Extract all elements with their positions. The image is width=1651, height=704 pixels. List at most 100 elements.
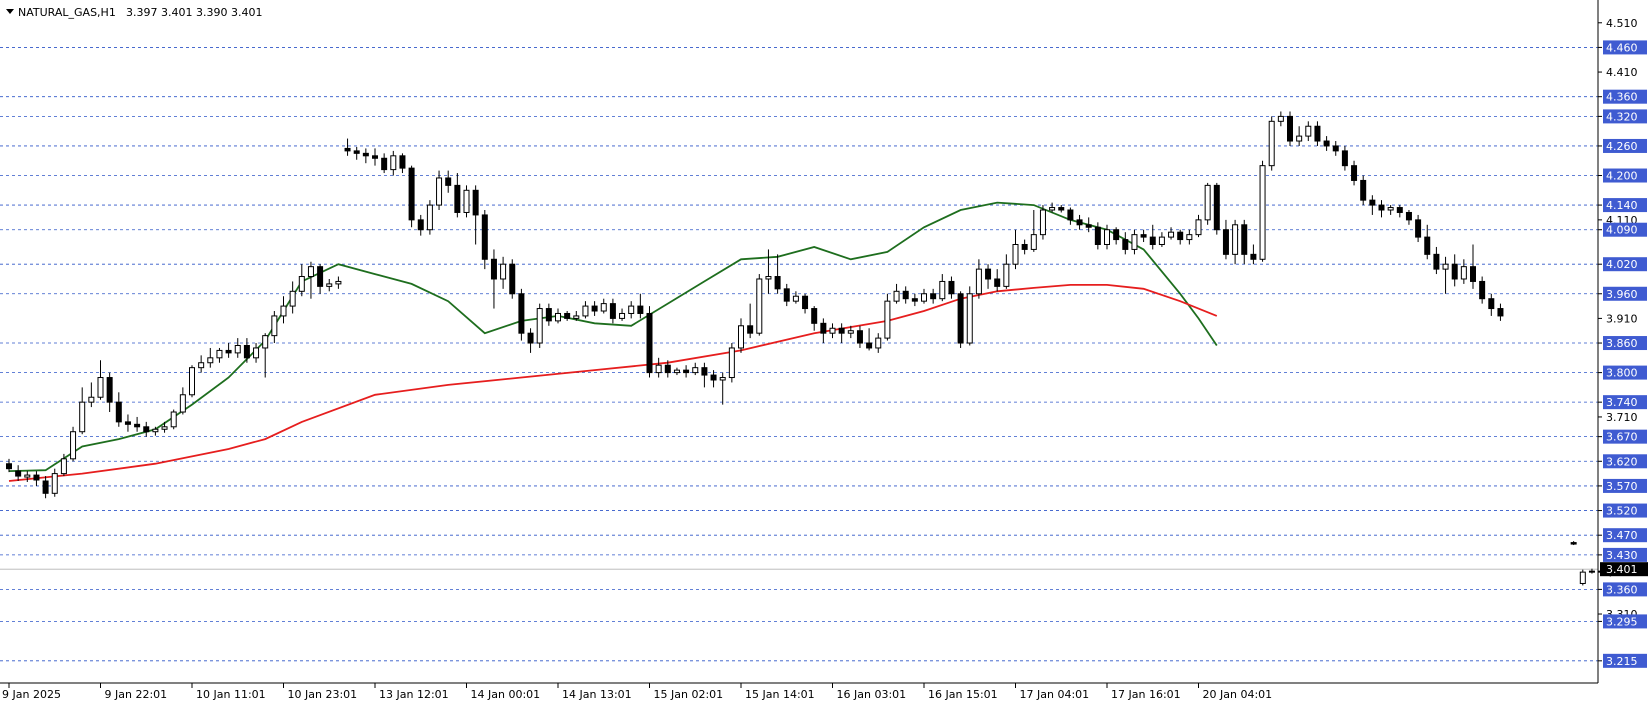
- candle: [1442, 256, 1449, 294]
- candle: [609, 298, 616, 324]
- candle: [939, 274, 946, 302]
- candle: [1332, 141, 1339, 156]
- time-tick-label: 13 Jan 12:01: [379, 688, 449, 701]
- bear-candle-body: [134, 423, 141, 428]
- bull-candle-body: [728, 347, 735, 379]
- bear-candle-body: [609, 303, 616, 319]
- candle: [1305, 121, 1312, 142]
- time-tick-label: 16 Jan 15:01: [928, 688, 998, 701]
- candle: [362, 148, 369, 164]
- time-tick-label: 14 Jan 00:01: [471, 688, 541, 701]
- bull-candle-body: [655, 364, 662, 374]
- candle: [509, 259, 516, 299]
- candle: [60, 453, 67, 477]
- candle: [966, 286, 973, 346]
- candle: [1213, 182, 1220, 235]
- chevron-down-icon[interactable]: [6, 9, 14, 14]
- candle: [747, 303, 754, 339]
- bull-candle-body: [161, 426, 168, 430]
- bull-candle-body: [426, 204, 433, 231]
- candle: [1259, 160, 1266, 262]
- candle: [847, 325, 854, 339]
- candle: [1497, 303, 1504, 321]
- candle: [344, 138, 351, 156]
- price-level-badge: [1603, 547, 1647, 562]
- bear-candle-body: [1067, 209, 1074, 221]
- bear-candle-body: [1488, 298, 1495, 310]
- candle: [472, 185, 479, 245]
- bear-candle-body: [820, 322, 827, 334]
- bear-candle-body: [811, 308, 818, 324]
- time-tick-label: 10 Jan 11:01: [196, 688, 266, 701]
- bull-candle-body: [792, 295, 799, 302]
- candle: [198, 355, 205, 373]
- bull-candle-body: [573, 315, 580, 319]
- candle: [381, 153, 388, 174]
- bull-candle-body: [79, 401, 86, 433]
- bear-candle-body: [509, 263, 516, 295]
- candle: [1341, 145, 1348, 171]
- candle: [152, 426, 159, 436]
- candle: [307, 261, 314, 299]
- bear-candle-body: [399, 155, 406, 169]
- candle: [756, 274, 763, 336]
- candle: [673, 367, 680, 376]
- candle: [225, 343, 232, 358]
- bull-candle-body: [70, 431, 77, 460]
- candle: [564, 311, 571, 321]
- candle: [353, 146, 360, 160]
- bear-candle-body: [1177, 231, 1184, 241]
- candle: [170, 409, 177, 430]
- time-tick-label: 14 Jan 13:01: [562, 688, 632, 701]
- price-tick-label: 3.295: [1606, 615, 1638, 628]
- price-level-badge: [1603, 478, 1647, 493]
- candle: [1470, 244, 1476, 289]
- price-level-badge: [1603, 138, 1647, 153]
- candle: [728, 343, 735, 383]
- price-level-badge: [1603, 168, 1647, 183]
- bear-candle-body: [783, 288, 790, 302]
- bear-candle-body: [1479, 280, 1486, 300]
- bear-candle-body: [1085, 224, 1092, 228]
- bear-candle-body: [701, 367, 708, 376]
- candle: [243, 338, 250, 363]
- candle: [490, 249, 497, 309]
- bear-candle-body: [637, 305, 644, 314]
- bull-candle-body: [738, 325, 744, 349]
- candle: [1396, 205, 1403, 218]
- bull-candle-body: [765, 276, 772, 280]
- candle: [655, 357, 662, 378]
- candle: [1222, 219, 1229, 260]
- price-tick-label: 3.740: [1606, 396, 1638, 409]
- price-scale: 4.510 4.460 4.410 4.360 4.320 4.260 4.200 4.140…: [1598, 17, 1648, 668]
- bear-candle-body: [902, 290, 909, 300]
- candle: [1314, 121, 1321, 146]
- candle: [600, 298, 607, 314]
- bear-candle-body: [1314, 125, 1321, 142]
- candle: [866, 328, 873, 351]
- candle: [628, 301, 635, 319]
- bull-candle-body: [756, 278, 763, 334]
- bear-candle-body: [1213, 184, 1220, 231]
- candle: [408, 165, 415, 228]
- candle: [1287, 111, 1293, 146]
- candle: [106, 372, 113, 413]
- bear-candle-body: [802, 295, 809, 310]
- bear-candle-body: [1433, 253, 1440, 270]
- candle: [372, 148, 378, 166]
- candle: [591, 301, 598, 316]
- candle: [1579, 569, 1586, 586]
- bear-candle-body: [472, 189, 479, 216]
- price-tick-label: 4.260: [1606, 140, 1638, 153]
- price-tick-label: 3.520: [1606, 505, 1638, 518]
- candle: [426, 200, 433, 235]
- candle: [24, 471, 31, 482]
- time-tick-label: 10 Jan 23:01: [288, 688, 358, 701]
- candle: [555, 308, 561, 324]
- bull-candle-body: [1012, 243, 1019, 265]
- chart-header: NATURAL_GAS,H1 3.397 3.401 3.390 3.401: [6, 6, 262, 19]
- candle: [856, 325, 863, 348]
- bear-candle-body: [408, 167, 415, 221]
- bear-candle-body: [866, 342, 873, 349]
